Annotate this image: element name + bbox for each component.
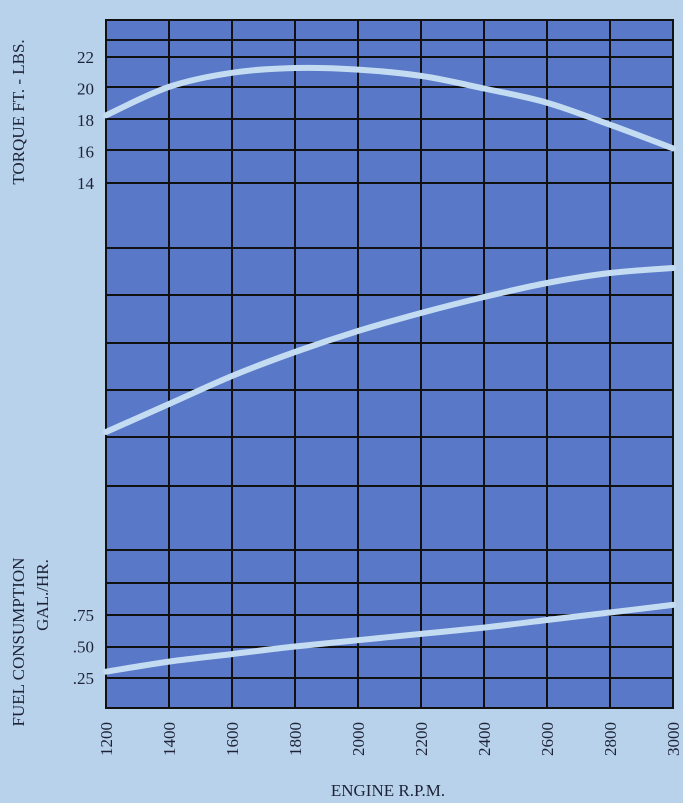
torque-tick-label: 16 xyxy=(77,143,94,162)
x-tick-label: 2200 xyxy=(412,722,431,756)
fuel-axis-label-line1: FUEL CONSUMPTION xyxy=(9,558,28,727)
x-tick-label: 1400 xyxy=(160,722,179,756)
x-tick-label: 1600 xyxy=(223,722,242,756)
tick-labels: 22 20 18 16 14 .75 .50 .25 1200 1400 1600 1800 2000 2… xyxy=(73,48,683,756)
curves xyxy=(103,64,676,675)
x-tick-label: 1800 xyxy=(286,722,305,756)
fuel-tick-label: .75 xyxy=(73,606,94,625)
torque-curve xyxy=(103,64,676,152)
torque-tick-label: 14 xyxy=(77,174,95,193)
fuel-curve xyxy=(103,601,676,675)
fuel-tick-label: .25 xyxy=(73,669,94,688)
x-tick-label: 2600 xyxy=(538,722,557,756)
x-tick-label: 2800 xyxy=(601,722,620,756)
x-tick-label: 3000 xyxy=(664,722,683,756)
torque-tick-label: 18 xyxy=(77,111,94,130)
torque-tick-label: 22 xyxy=(77,48,94,67)
x-tick-label: 1200 xyxy=(97,722,116,756)
plot-area xyxy=(105,19,674,709)
x-tick-label: 2000 xyxy=(349,722,368,756)
x-axis-label: ENGINE R.P.M. xyxy=(331,781,445,800)
middle-curve xyxy=(103,265,676,435)
torque-tick-label: 20 xyxy=(77,80,94,99)
fuel-tick-label: .50 xyxy=(73,638,94,657)
x-tick-label: 2400 xyxy=(475,722,494,756)
torque-axis-label: TORQUE FT. - LBS. xyxy=(9,39,28,184)
fuel-axis-label-line2: GAL./HR. xyxy=(33,559,52,631)
